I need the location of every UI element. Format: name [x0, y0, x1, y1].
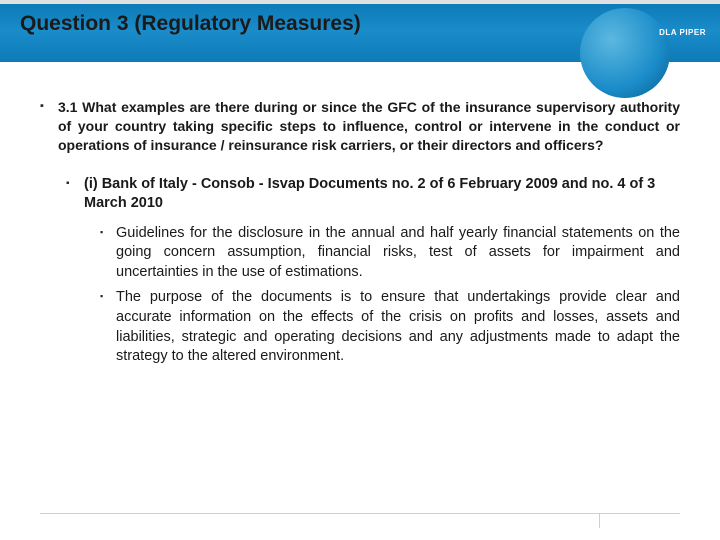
slide-title: Question 3 (Regulatory Measures)	[20, 12, 700, 36]
guideline-text-2: The purpose of the documents is to ensur…	[116, 288, 680, 366]
bullet-level3: The purpose of the documents is to ensur…	[100, 288, 680, 366]
bullet-level2: (i) Bank of Italy - Consob - Isvap Docum…	[66, 175, 680, 214]
question-lead: 3.1 What examples are there during or si…	[58, 99, 531, 115]
question-text: 3.1 What examples are there during or si…	[58, 98, 680, 155]
guideline-text-1: Guidelines for the disclosure in the ann…	[116, 224, 680, 283]
title-banner: Question 3 (Regulatory Measures) DLA PIP…	[0, 0, 720, 62]
document-heading: (i) Bank of Italy - Consob - Isvap Docum…	[84, 175, 680, 214]
bullet-level3: Guidelines for the disclosure in the ann…	[100, 224, 680, 283]
footer-divider	[40, 513, 680, 514]
brand-logo: DLA PIPER	[659, 28, 706, 37]
bullet-level1: 3.1 What examples are there during or si…	[40, 98, 680, 155]
slide-body: 3.1 What examples are there during or si…	[0, 62, 720, 393]
footer-tick	[599, 514, 600, 528]
